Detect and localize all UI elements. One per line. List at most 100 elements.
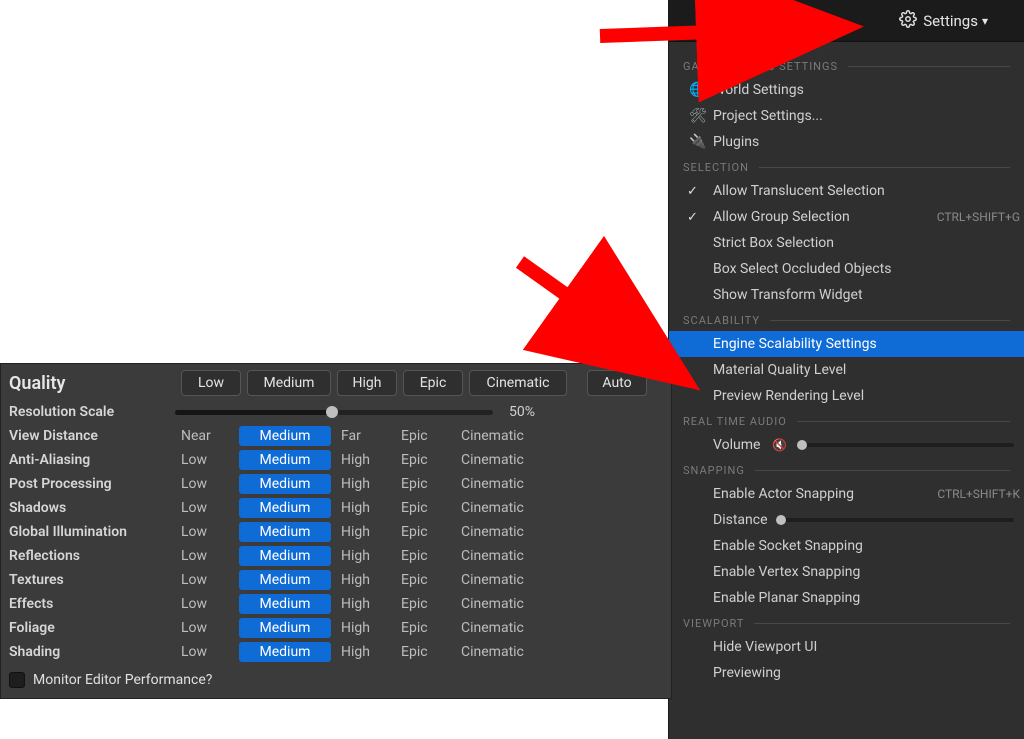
menu-item-strict-box[interactable]: Strict Box Selection: [669, 230, 1024, 256]
quality-option[interactable]: Low: [175, 572, 235, 588]
quality-option[interactable]: Epic: [395, 476, 455, 492]
quality-option[interactable]: Low: [175, 500, 235, 516]
quality-option[interactable]: Near: [175, 428, 235, 444]
quality-option[interactable]: Low: [175, 524, 235, 540]
menu-item-socket-snapping[interactable]: Enable Socket Snapping: [669, 533, 1024, 559]
quality-option[interactable]: High: [335, 572, 395, 588]
resolution-slider-thumb[interactable]: [326, 406, 338, 418]
quality-row-label: Shading: [9, 644, 175, 660]
quality-preset-auto[interactable]: Auto: [587, 370, 647, 396]
quality-option[interactable]: Medium: [239, 450, 331, 470]
quality-option[interactable]: Cinematic: [455, 548, 553, 564]
quality-option[interactable]: Epic: [395, 548, 455, 564]
wrench-icon: 🛠: [683, 108, 713, 124]
settings-menu-body: GAME SPECIFIC SETTINGS 🌐 World Settings …: [669, 42, 1024, 686]
monitor-checkbox[interactable]: [9, 672, 25, 688]
quality-option[interactable]: Medium: [239, 642, 331, 662]
quality-option[interactable]: High: [335, 620, 395, 636]
quality-preset-low[interactable]: Low: [181, 370, 241, 396]
distance-slider-thumb[interactable]: [776, 515, 786, 525]
quality-option[interactable]: Epic: [395, 500, 455, 516]
menu-item-show-transform[interactable]: Show Transform Widget: [669, 282, 1024, 308]
quality-option[interactable]: High: [335, 524, 395, 540]
menu-item-preview-rendering[interactable]: Preview Rendering Level: [669, 383, 1024, 409]
quality-option[interactable]: Low: [175, 596, 235, 612]
mute-icon[interactable]: 🔇: [772, 438, 787, 452]
quality-option[interactable]: Cinematic: [455, 644, 553, 660]
quality-option[interactable]: High: [335, 548, 395, 564]
quality-option[interactable]: Medium: [239, 522, 331, 542]
quality-option[interactable]: Epic: [395, 572, 455, 588]
menu-item-allow-group[interactable]: Allow Group Selection CTRL+SHIFT+G: [669, 204, 1024, 230]
menu-item-engine-scalability[interactable]: Engine Scalability Settings: [669, 331, 1024, 357]
volume-slider-row: Volume 🔇: [669, 432, 1024, 458]
quality-row-label: Foliage: [9, 620, 175, 636]
quality-option[interactable]: Epic: [395, 428, 455, 444]
volume-slider[interactable]: [797, 443, 1014, 447]
quality-option[interactable]: Medium: [239, 594, 331, 614]
quality-row: ShadowsLowMediumHighEpicCinematic: [1, 496, 671, 520]
quality-row-label: Post Processing: [9, 476, 175, 492]
quality-panel: Quality Low Medium High Epic Cinematic A…: [0, 363, 672, 699]
quality-option[interactable]: Low: [175, 548, 235, 564]
quality-option[interactable]: Medium: [239, 546, 331, 566]
settings-button-label[interactable]: Settings: [923, 12, 978, 30]
quality-option[interactable]: Epic: [395, 524, 455, 540]
quality-option[interactable]: High: [335, 500, 395, 516]
resolution-scale-label: Resolution Scale: [9, 404, 175, 420]
resolution-slider[interactable]: [175, 410, 493, 415]
distance-label: Distance: [713, 512, 768, 528]
quality-preset-cinematic[interactable]: Cinematic: [469, 370, 567, 396]
menu-item-actor-snapping[interactable]: Enable Actor Snapping CTRL+SHIFT+K: [669, 481, 1024, 507]
quality-option[interactable]: Medium: [239, 426, 331, 446]
menu-item-material-quality[interactable]: Material Quality Level: [669, 357, 1024, 383]
quality-option[interactable]: Low: [175, 620, 235, 636]
quality-preset-medium[interactable]: Medium: [247, 370, 331, 396]
menu-item-box-occluded[interactable]: Box Select Occluded Objects: [669, 256, 1024, 282]
quality-option[interactable]: Cinematic: [455, 620, 553, 636]
gear-icon[interactable]: [899, 10, 917, 32]
distance-slider[interactable]: [776, 518, 1015, 522]
chevron-down-icon[interactable]: ▾: [982, 14, 988, 28]
menu-item-planar-snapping[interactable]: Enable Planar Snapping: [669, 585, 1024, 611]
quality-row: Global IlluminationLowMediumHighEpicCine…: [1, 520, 671, 544]
quality-row-label: Shadows: [9, 500, 175, 516]
quality-option[interactable]: Far: [335, 428, 395, 444]
quality-option[interactable]: Cinematic: [455, 452, 553, 468]
quality-option[interactable]: High: [335, 452, 395, 468]
quality-option[interactable]: Low: [175, 644, 235, 660]
quality-option[interactable]: High: [335, 596, 395, 612]
menu-item-project-settings[interactable]: 🛠 Project Settings...: [669, 103, 1024, 129]
menu-item-previewing[interactable]: Previewing: [669, 660, 1024, 686]
menu-item-hide-viewport-ui[interactable]: Hide Viewport UI: [669, 634, 1024, 660]
quality-option[interactable]: Cinematic: [455, 524, 553, 540]
menu-item-allow-translucent[interactable]: Allow Translucent Selection: [669, 178, 1024, 204]
quality-row-label: Anti-Aliasing: [9, 452, 175, 468]
quality-option[interactable]: Medium: [239, 618, 331, 638]
quality-option[interactable]: High: [335, 476, 395, 492]
menu-item-vertex-snapping[interactable]: Enable Vertex Snapping: [669, 559, 1024, 585]
quality-option[interactable]: Epic: [395, 452, 455, 468]
quality-option[interactable]: Medium: [239, 474, 331, 494]
quality-preset-epic[interactable]: Epic: [403, 370, 463, 396]
quality-preset-high[interactable]: High: [337, 370, 397, 396]
quality-row: FoliageLowMediumHighEpicCinematic: [1, 616, 671, 640]
quality-option[interactable]: Cinematic: [455, 572, 553, 588]
quality-option[interactable]: Medium: [239, 498, 331, 518]
quality-option[interactable]: Cinematic: [455, 476, 553, 492]
quality-option[interactable]: Epic: [395, 596, 455, 612]
quality-option[interactable]: Epic: [395, 644, 455, 660]
quality-option[interactable]: Low: [175, 452, 235, 468]
quality-option[interactable]: Cinematic: [455, 500, 553, 516]
menu-item-world-settings[interactable]: 🌐 World Settings: [669, 77, 1024, 103]
monitor-performance-row[interactable]: Monitor Editor Performance?: [1, 664, 671, 698]
quality-option[interactable]: Low: [175, 476, 235, 492]
section-label: SNAPPING: [683, 464, 745, 477]
quality-option[interactable]: Cinematic: [455, 428, 553, 444]
quality-option[interactable]: High: [335, 644, 395, 660]
volume-slider-thumb[interactable]: [797, 440, 807, 450]
menu-item-plugins[interactable]: 🔌 Plugins: [669, 129, 1024, 155]
quality-option[interactable]: Epic: [395, 620, 455, 636]
quality-option[interactable]: Medium: [239, 570, 331, 590]
quality-option[interactable]: Cinematic: [455, 596, 553, 612]
